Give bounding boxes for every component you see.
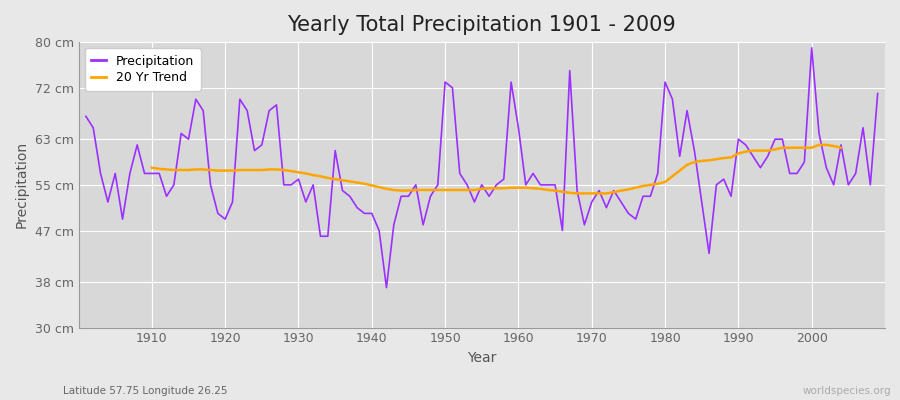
Precipitation [301,200,311,204]
Precipitation [520,182,531,187]
20 Yr Trend [147,165,158,170]
20 Yr Trend [660,180,670,184]
Y-axis label: Precipitation: Precipitation [15,141,29,228]
20 Yr Trend [638,184,649,188]
20 Yr Trend [572,191,582,196]
Precipitation [345,194,356,199]
20 Yr Trend [814,142,824,147]
20 Yr Trend [176,168,186,172]
Text: Latitude 57.75 Longitude 26.25: Latitude 57.75 Longitude 26.25 [63,386,228,396]
Legend: Precipitation, 20 Yr Trend: Precipitation, 20 Yr Trend [85,48,201,91]
20 Yr Trend [623,187,634,192]
Precipitation [80,114,91,119]
Title: Yearly Total Precipitation 1901 - 2009: Yearly Total Precipitation 1901 - 2009 [287,15,676,35]
Precipitation [608,188,619,193]
Precipitation [806,46,817,50]
Line: Precipitation: Precipitation [86,48,878,288]
Text: worldspecies.org: worldspecies.org [803,386,891,396]
Line: 20 Yr Trend: 20 Yr Trend [152,145,841,194]
20 Yr Trend [667,174,678,179]
Precipitation [872,91,883,96]
20 Yr Trend [835,145,846,150]
20 Yr Trend [271,167,282,172]
Precipitation [381,285,392,290]
Precipitation [140,171,150,176]
Precipitation [513,125,524,130]
X-axis label: Year: Year [467,351,497,365]
